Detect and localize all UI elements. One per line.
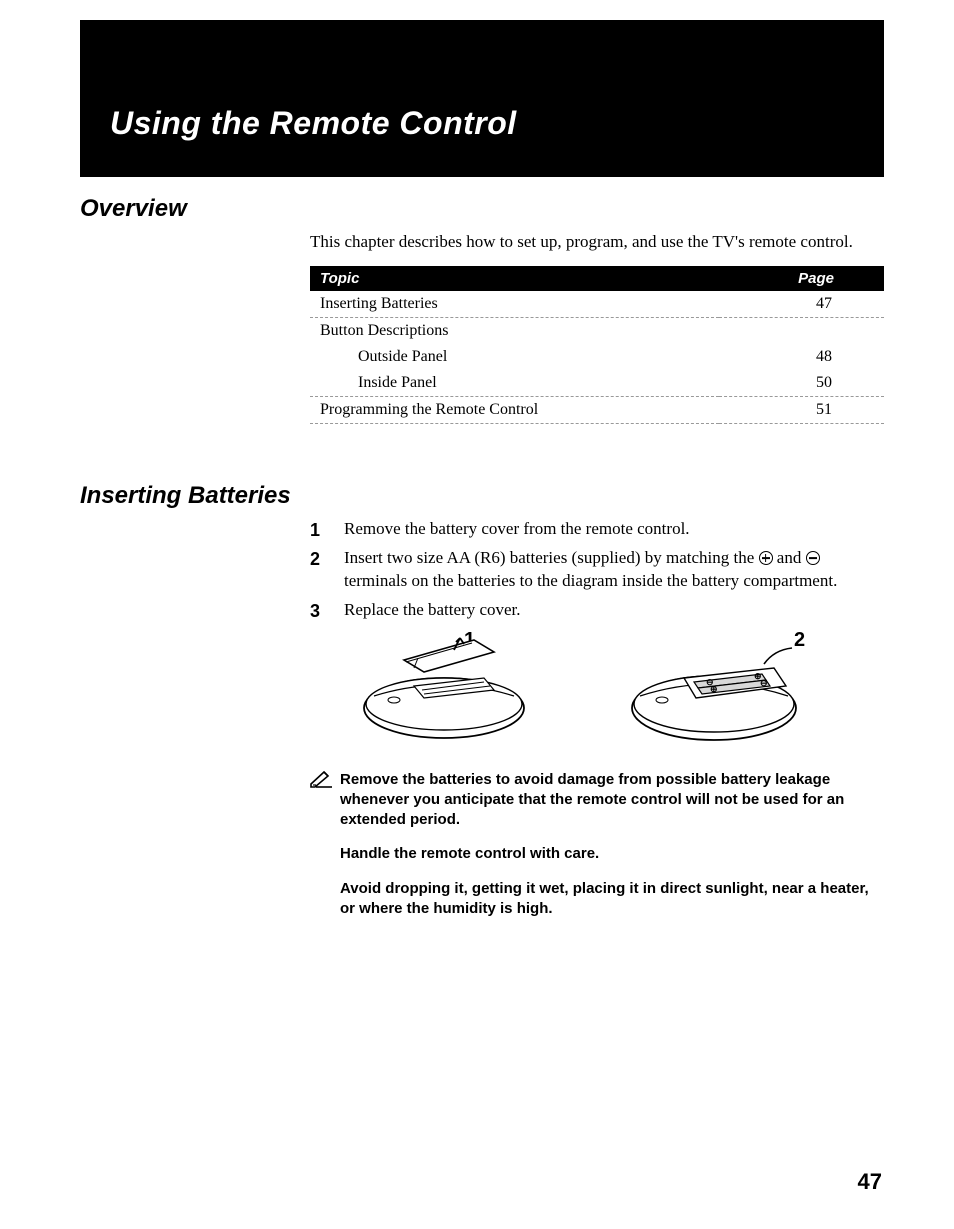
overview-intro: This chapter describes how to set up, pr…: [310, 231, 884, 254]
step-item: Replace the battery cover.: [310, 599, 884, 622]
note-3: Avoid dropping it, getting it wet, placi…: [340, 879, 884, 920]
chapter-banner: Using the Remote Control: [80, 20, 884, 177]
page-cell: [719, 317, 884, 344]
topic-cell: Inserting Batteries: [310, 291, 719, 318]
table-row: Inserting Batteries47: [310, 291, 884, 318]
battery-diagrams: 1 2: [344, 630, 884, 750]
page-number: 47: [858, 1169, 882, 1195]
page-cell: 47: [719, 291, 884, 318]
note-2: Handle the remote control with care.: [340, 844, 884, 864]
diagram-2-label: 2: [794, 630, 805, 651]
svg-text:⊕: ⊕: [710, 684, 718, 694]
page-cell: 50: [719, 370, 884, 397]
diagram-1: 1: [344, 630, 554, 750]
note-1: Remove the batteries to avoid damage fro…: [340, 770, 884, 831]
pencil-note-icon: [310, 770, 334, 788]
svg-text:⊖: ⊖: [760, 678, 768, 688]
topic-cell: Outside Panel: [310, 344, 719, 370]
topics-table-body: Inserting Batteries47Button Descriptions…: [310, 291, 884, 424]
col-topic: Topic: [310, 266, 719, 291]
col-page: Page: [719, 266, 884, 291]
table-row: Inside Panel50: [310, 370, 884, 397]
page-cell: 48: [719, 344, 884, 370]
diagram-2: 2 ⊖ ⊕ ⊕ ⊖: [614, 630, 824, 750]
page-cell: 51: [719, 396, 884, 423]
overview-content: This chapter describes how to set up, pr…: [310, 231, 884, 424]
topic-cell: Inside Panel: [310, 370, 719, 397]
table-row: Button Descriptions: [310, 317, 884, 344]
caution-notes: Remove the batteries to avoid damage fro…: [310, 770, 884, 920]
minus-terminal-icon: [806, 551, 820, 565]
step-item: Insert two size AA (R6) batteries (suppl…: [310, 547, 884, 593]
table-header-row: Topic Page: [310, 266, 884, 291]
topic-cell: Button Descriptions: [310, 317, 719, 344]
overview-heading: Overview: [80, 195, 884, 223]
inserting-heading: Inserting Batteries: [80, 482, 884, 510]
topic-cell: Programming the Remote Control: [310, 396, 719, 423]
plus-terminal-icon: [759, 551, 773, 565]
steps-list: Remove the battery cover from the remote…: [310, 518, 884, 622]
table-row: Outside Panel48: [310, 344, 884, 370]
inserting-section: Inserting Batteries Remove the battery c…: [80, 482, 884, 919]
chapter-title: Using the Remote Control: [110, 105, 854, 142]
step-item: Remove the battery cover from the remote…: [310, 518, 884, 541]
table-row: Programming the Remote Control51: [310, 396, 884, 423]
topics-table: Topic Page Inserting Batteries47Button D…: [310, 266, 884, 424]
manual-page: Using the Remote Control Overview This c…: [0, 0, 954, 1229]
